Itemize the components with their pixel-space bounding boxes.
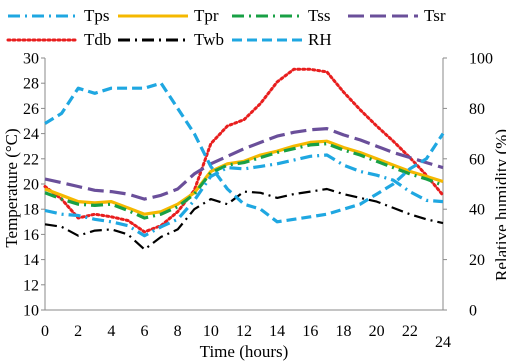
series-line-tps: [44, 153, 444, 238]
x-tick-label: 12: [236, 323, 252, 340]
y-axis-title: Temperature (°C): [2, 128, 21, 247]
legend-label: Twb: [194, 30, 224, 49]
y-tick-label: 20: [23, 177, 39, 194]
legend-item-tps: Tps: [8, 6, 110, 25]
series-line-rh: [44, 81, 445, 224]
plot-area: [45, 58, 443, 310]
y-tick-label: 24: [23, 126, 39, 143]
x-tick-label: 24: [435, 334, 451, 351]
y-tick-label: 14: [23, 252, 39, 269]
legend: Tps Tpr Tss Tsr Tdb Twb RH: [6, 6, 446, 49]
y-tick-label: 10: [23, 303, 39, 320]
x-tick-label: 6: [141, 323, 149, 340]
legend-item-tpr: Tpr: [118, 6, 219, 25]
legend-item-tss: Tss: [232, 6, 330, 25]
y-tick-label: 22: [23, 151, 39, 168]
legend-item-tsr: Tsr: [348, 6, 446, 25]
legend-label: Tpr: [194, 6, 219, 25]
x-tick-label: 4: [107, 323, 115, 340]
series-line-tss: [44, 142, 444, 220]
x-tick-label: 10: [203, 323, 219, 340]
legend-item-tdb: Tdb: [6, 30, 111, 49]
x-tick-label: 8: [174, 323, 182, 340]
series-layer: [43, 67, 445, 251]
y2-axis-ticks: 0 20 40 60 80 100: [443, 51, 493, 320]
y2-tick-label: 0: [469, 303, 477, 320]
x-tick-label: 14: [269, 323, 285, 340]
x-tick-label: 16: [302, 323, 318, 340]
legend-label: Tss: [308, 6, 330, 25]
y2-tick-label: 20: [469, 252, 485, 269]
y2-tick-label: 60: [469, 151, 485, 168]
y-tick-label: 12: [23, 277, 39, 294]
y2-tick-label: 40: [469, 202, 485, 219]
x-tick-label: 20: [369, 323, 385, 340]
x-tick-label: 2: [74, 323, 82, 340]
y-tick-label: 18: [23, 202, 39, 219]
y-tick-label: 26: [23, 101, 39, 118]
series-line-tpr: [44, 139, 444, 216]
series-line-twb: [44, 187, 444, 251]
legend-label: Tps: [84, 6, 110, 25]
legend-label: Tdb: [84, 30, 111, 49]
y-tick-label: 30: [23, 51, 39, 68]
series-line-tsr: [44, 127, 444, 201]
legend-item-twb: Twb: [118, 30, 224, 49]
x-axis-title: Time (hours): [200, 342, 289, 361]
series-line-tdb: [43, 67, 445, 234]
x-tick-label: 0: [41, 323, 49, 340]
x-tick-label: 22: [402, 323, 418, 340]
legend-label: Tsr: [424, 6, 446, 25]
y-tick-label: 16: [23, 227, 39, 244]
y2-axis-title: Relative humidity (%): [492, 129, 506, 281]
x-tick-label: 18: [336, 323, 352, 340]
y-tick-label: 28: [23, 76, 39, 93]
y2-tick-label: 80: [469, 101, 485, 118]
legend-label: RH: [308, 30, 332, 49]
y2-tick-label: 100: [469, 51, 493, 68]
legend-item-rh: RH: [232, 30, 332, 49]
y-axis-ticks: 10 12 14 16 18 20 22 24 26 28 30: [23, 51, 45, 320]
